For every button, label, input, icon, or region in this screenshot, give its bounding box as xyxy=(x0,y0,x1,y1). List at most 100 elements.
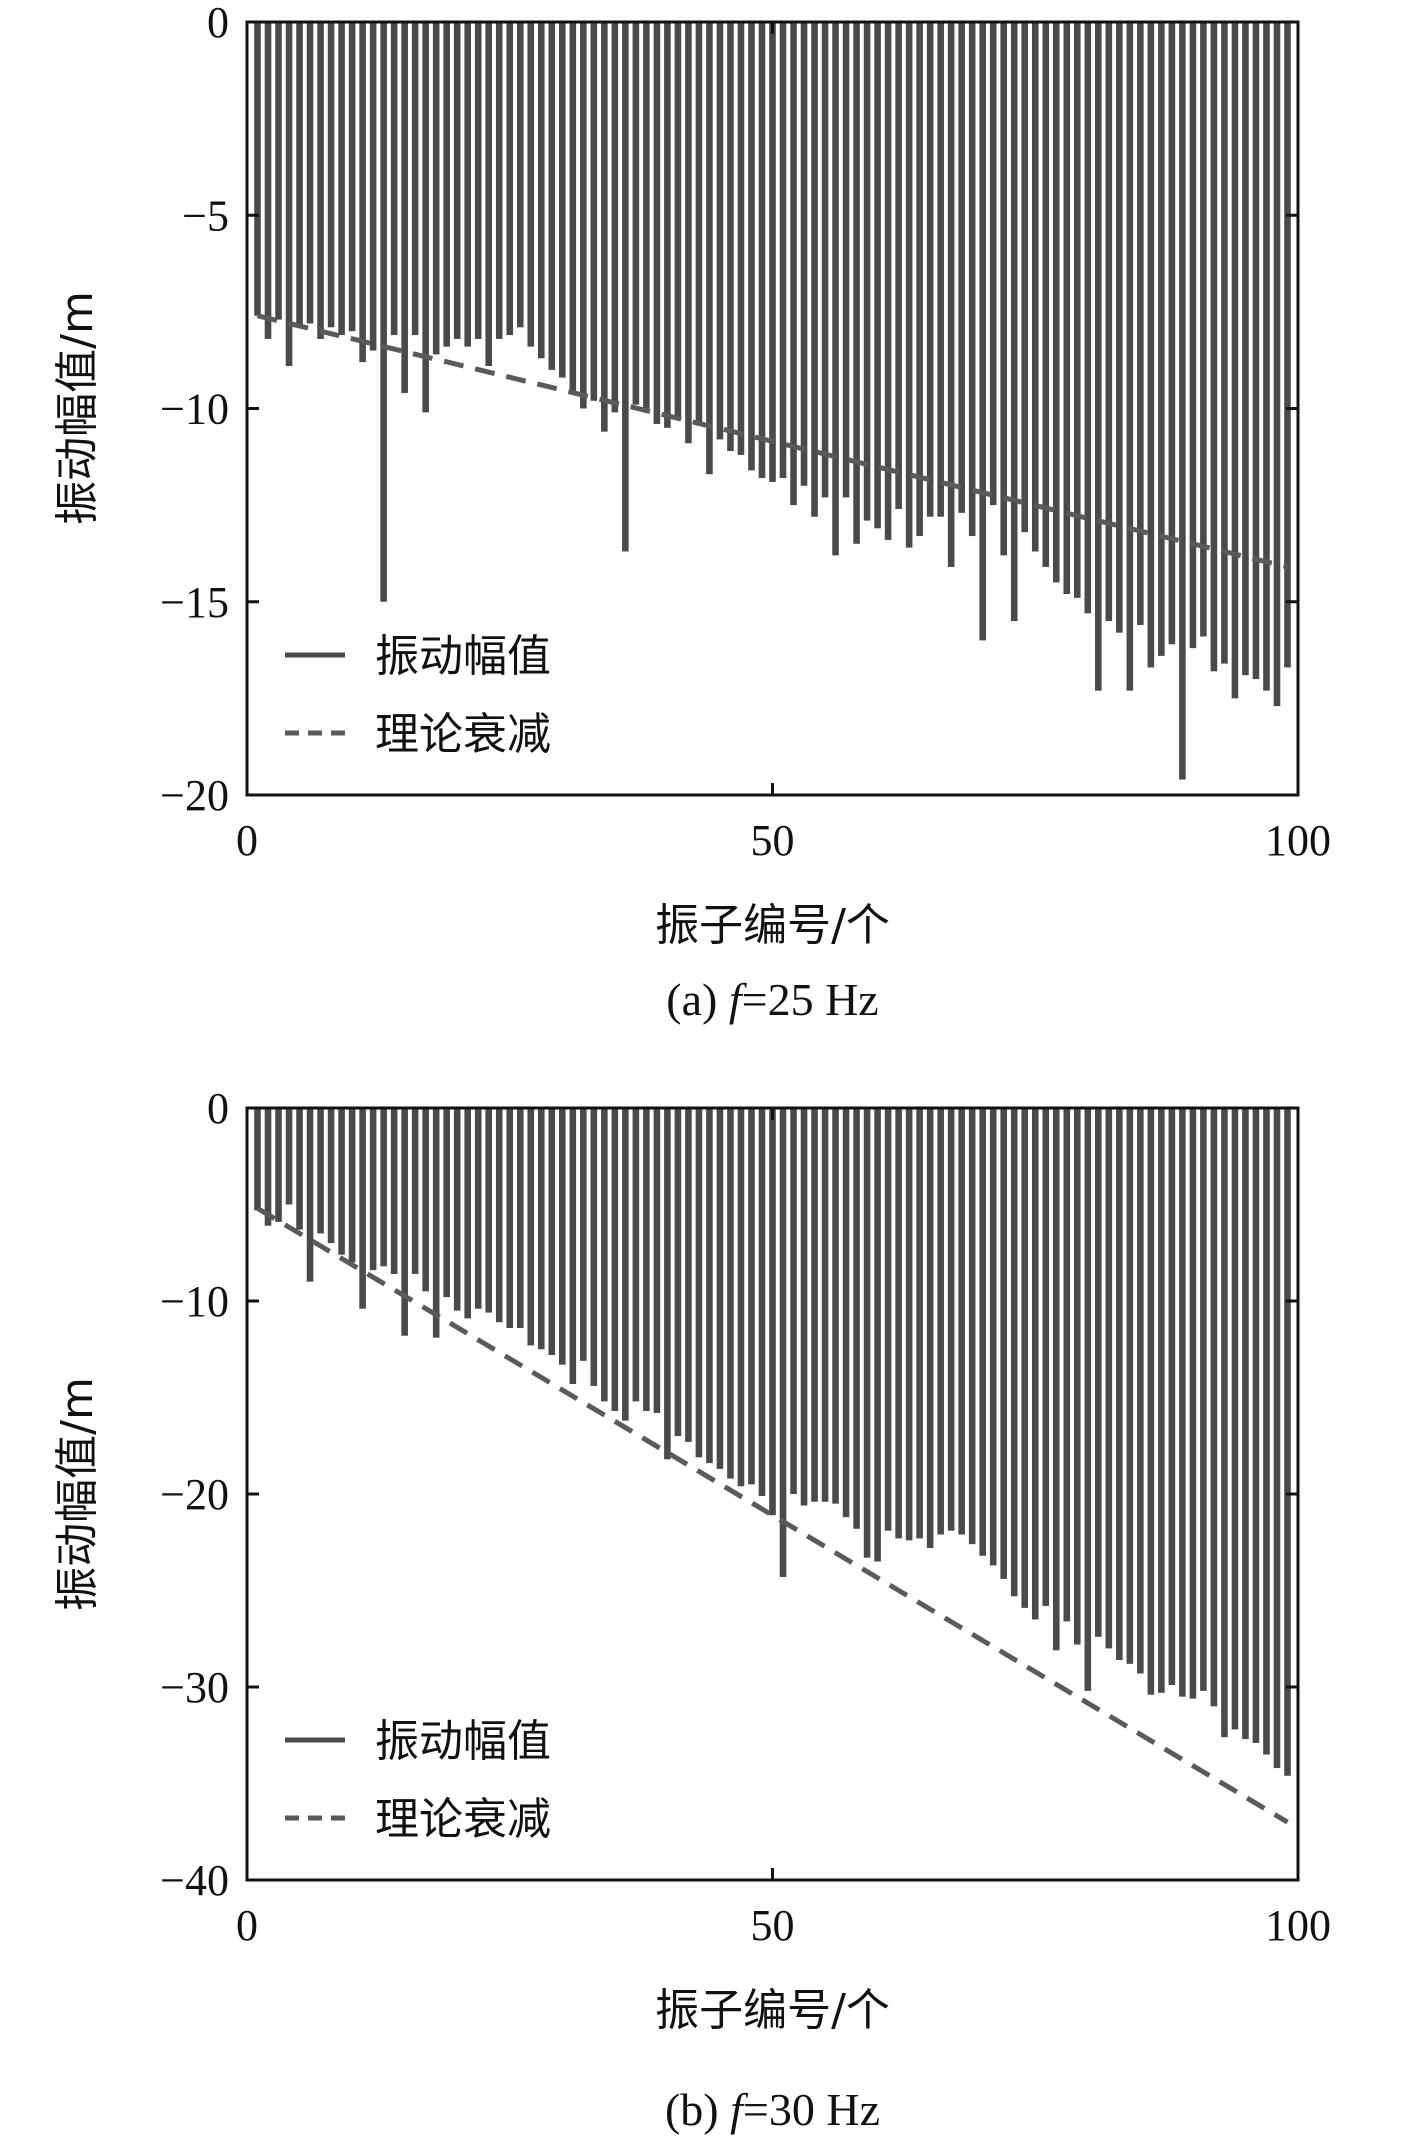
bar xyxy=(821,22,829,498)
y-tick-label: −20 xyxy=(160,771,229,820)
bar xyxy=(1010,22,1018,622)
bar xyxy=(1210,1108,1218,1707)
bar xyxy=(1147,1108,1155,1695)
legend-label: 理论衰减 xyxy=(375,709,551,760)
bar xyxy=(380,22,387,602)
bar xyxy=(695,1108,703,1458)
bar xyxy=(937,1108,944,1535)
bar xyxy=(285,1108,293,1205)
bar xyxy=(1042,22,1050,567)
x-tick-label: 50 xyxy=(751,1901,795,1950)
bar xyxy=(664,1108,671,1460)
y-tick-label: −15 xyxy=(160,578,229,627)
bar xyxy=(1084,22,1092,614)
bar xyxy=(653,1108,661,1413)
bar xyxy=(1137,22,1144,625)
bar xyxy=(863,1108,871,1558)
bar xyxy=(643,1108,650,1412)
bar xyxy=(632,1108,640,1402)
bar xyxy=(779,1108,787,1577)
caption-value: =25 Hz xyxy=(742,974,879,1025)
bar xyxy=(537,22,545,359)
caption-prefix: (b) xyxy=(665,2084,730,2135)
bar xyxy=(1010,1108,1018,1597)
bar xyxy=(1042,1108,1050,1606)
bar xyxy=(706,1108,713,1464)
bar xyxy=(674,22,682,421)
bar xyxy=(1116,22,1123,633)
bar xyxy=(569,22,577,394)
bar xyxy=(422,22,429,413)
x-tick-label: 50 xyxy=(751,816,795,865)
bar xyxy=(1210,22,1218,672)
bar xyxy=(506,1108,514,1329)
bar xyxy=(443,1108,450,1298)
bar xyxy=(264,1108,272,1226)
bar xyxy=(895,1108,902,1539)
bar xyxy=(485,1108,493,1313)
bar xyxy=(1084,1108,1092,1691)
bar xyxy=(527,22,535,347)
bar xyxy=(695,22,703,424)
bar xyxy=(275,22,282,320)
bar xyxy=(926,22,934,517)
bar xyxy=(611,22,619,413)
bar xyxy=(1179,1108,1186,1697)
bar xyxy=(1273,1108,1281,1769)
bar xyxy=(643,22,650,409)
bar xyxy=(1126,22,1134,691)
bar xyxy=(474,1108,482,1309)
legend-label: 振动幅值 xyxy=(375,631,551,682)
bar xyxy=(853,1108,860,1529)
bar xyxy=(790,1108,797,1494)
bar xyxy=(1168,22,1176,645)
bar xyxy=(664,22,671,428)
bar xyxy=(380,1108,387,1267)
bar xyxy=(1168,1108,1176,1686)
bar xyxy=(254,22,261,316)
x-tick-label: 100 xyxy=(1265,1901,1331,1950)
bar xyxy=(1095,22,1102,691)
bar xyxy=(790,22,797,506)
bar xyxy=(1021,1108,1029,1608)
bar xyxy=(359,1108,366,1309)
bar xyxy=(737,22,745,455)
bar xyxy=(580,22,587,409)
bar xyxy=(916,22,923,537)
caption-value: =30 Hz xyxy=(743,2084,880,2135)
bar xyxy=(1158,22,1165,656)
x-axis-label: 振子编号/个 xyxy=(655,900,890,951)
bar xyxy=(832,22,839,556)
bar xyxy=(685,1108,692,1442)
bar xyxy=(464,22,472,347)
y-tick-label: −30 xyxy=(160,1663,229,1712)
bar xyxy=(390,1108,398,1274)
bar xyxy=(1031,1108,1039,1620)
bar xyxy=(653,22,661,424)
bar xyxy=(1263,1108,1270,1755)
bar xyxy=(1052,1108,1060,1651)
bar xyxy=(464,1108,472,1319)
bar xyxy=(821,1108,829,1502)
bar xyxy=(748,22,755,471)
bar xyxy=(1263,22,1270,691)
bar xyxy=(306,22,314,324)
bar xyxy=(968,1108,976,1545)
bar xyxy=(800,22,808,486)
bar-series xyxy=(254,1108,1291,1776)
panel-caption: (a) f=25 Hz xyxy=(666,974,878,1025)
bar xyxy=(1221,22,1228,664)
bar xyxy=(422,1108,429,1292)
bar xyxy=(348,1108,356,1263)
bar xyxy=(348,22,356,332)
bar xyxy=(516,22,524,328)
bar xyxy=(716,22,724,440)
bar xyxy=(432,1108,440,1338)
bar xyxy=(1252,1108,1260,1743)
bar xyxy=(1095,1108,1102,1637)
bar xyxy=(495,22,503,339)
bar xyxy=(390,22,398,336)
bar xyxy=(611,1108,619,1412)
bar xyxy=(800,1108,808,1506)
